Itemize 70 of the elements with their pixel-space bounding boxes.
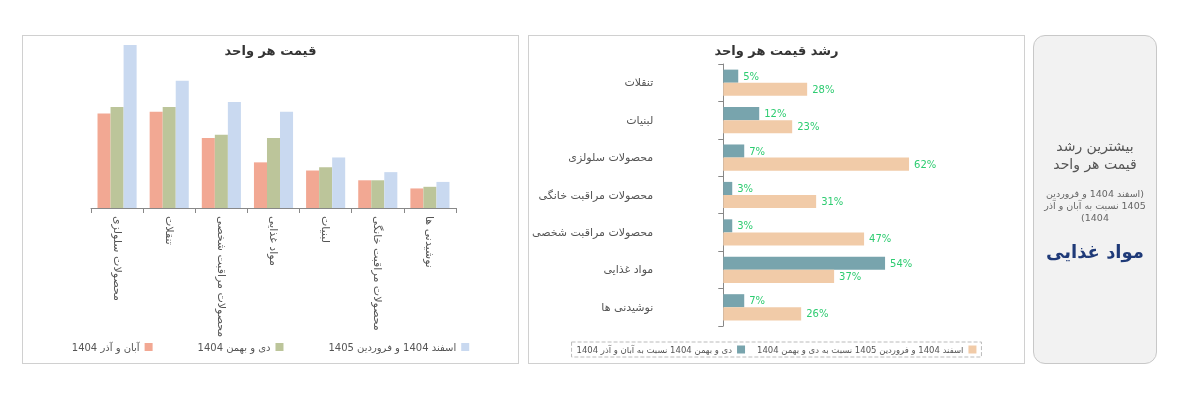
bar (723, 107, 760, 121)
bar (253, 162, 267, 208)
bar (358, 180, 372, 208)
bar (723, 69, 739, 83)
bar (149, 111, 163, 208)
bar (410, 188, 424, 208)
y-tick-label: تنقلات (624, 76, 654, 90)
data-label: 62% (914, 158, 937, 170)
text: بیشترین رشد قیمت هر واحد (1052, 137, 1138, 174)
bar (723, 195, 817, 209)
data-label: 7% (749, 295, 766, 307)
bar (280, 111, 294, 208)
x-tick-label: تنقلات (162, 216, 176, 245)
x-tick-label: محصولات مراقبت خانگی (371, 216, 385, 331)
text: (اسفند 1404 و فروردین 1405 نسبت به آبان و آذر 1404) (1043, 187, 1147, 225)
data-label: 47% (869, 233, 892, 245)
bar (175, 80, 189, 208)
bar (723, 219, 733, 233)
bar (306, 170, 320, 208)
y-tick-label: محصولات مراقبت خانگی (538, 188, 654, 202)
legend-label: اسفند 1404 و فروردین 1405 (328, 341, 457, 354)
bar (319, 167, 333, 208)
data-label: 7% (749, 145, 766, 157)
bar (371, 180, 385, 208)
bar (723, 307, 802, 321)
y-tick-label: لبنیات (626, 113, 654, 127)
x-tick-label: محصولات مراقبت شخصی (214, 216, 228, 338)
chart-title: قیمت هر واحد (224, 43, 317, 58)
legend-label: دی و بهمن 1404 (197, 341, 271, 354)
y-tick-label: نوشیدنی ها (601, 300, 654, 314)
bar (227, 102, 241, 208)
bar (162, 106, 176, 208)
data-label: 5% (743, 70, 760, 82)
bar (723, 82, 808, 96)
bar (384, 172, 398, 208)
y-tick-label: محصولات سلولزی (568, 151, 654, 165)
bar (214, 134, 228, 208)
legend-label: اسفند 1404 و فروردین 1405 نسبت به دی و بهمن 1404 (757, 344, 964, 355)
x-tick-label: محصولات سلولزی (110, 216, 124, 302)
bar (97, 113, 111, 208)
bar (723, 232, 865, 246)
bar (110, 106, 124, 208)
x-tick-label: مواد غذایی (267, 216, 280, 266)
bar (201, 137, 215, 208)
data-label: 12% (764, 108, 787, 120)
bar (723, 181, 733, 195)
data-label: 26% (806, 308, 829, 320)
data-label: 54% (890, 257, 913, 269)
data-label: 23% (797, 121, 820, 133)
x-tick-label: لبنیات (319, 216, 333, 244)
data-label: 3% (737, 182, 754, 194)
bar (723, 256, 886, 270)
data-label: 3% (737, 220, 754, 232)
bar (723, 294, 745, 308)
bar (436, 181, 450, 208)
legend-label: دی و بهمن 1404 نسبت به آبان و آذر 1404 (576, 343, 733, 355)
bar (423, 186, 437, 208)
bar (266, 137, 281, 208)
data-label: 37% (839, 270, 862, 282)
bar (723, 157, 910, 171)
legend-label: آبان و آذر 1404 (71, 340, 141, 354)
data-label: 31% (821, 196, 844, 208)
bar (123, 45, 137, 208)
bar (723, 144, 745, 158)
bar (723, 269, 835, 283)
chart-title: رشد قیمت هر واحد (714, 43, 839, 58)
bar (723, 120, 793, 134)
bar (332, 157, 346, 208)
x-tick-label: نوشیدنی ها (423, 216, 437, 268)
data-label: 28% (812, 83, 835, 95)
